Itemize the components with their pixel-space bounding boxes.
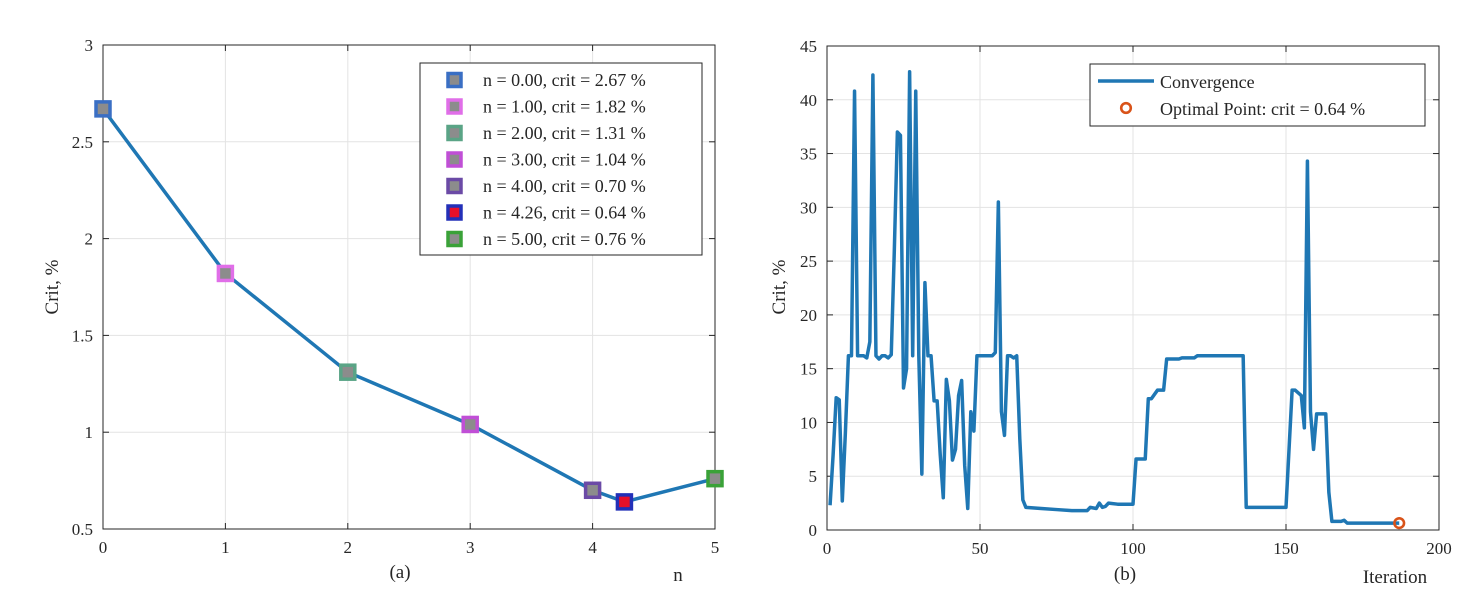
plot-a-legend-box <box>419 62 703 256</box>
legend-entry-label: n = 4.26, crit = 0.64 % <box>483 203 646 223</box>
plot-a-ticks: 0 1 2 3 4 5 0.5 1 1.5 2 2.5 3 <box>72 36 720 557</box>
plot-b-caption: (b) <box>1114 564 1136 585</box>
legend-optimal-swatch <box>1119 101 1133 115</box>
plot-b-xlabel: Iteration <box>1363 567 1428 588</box>
plot-a-markers <box>94 100 724 511</box>
legend-swatch <box>446 124 463 142</box>
plot-b-series <box>828 70 1406 530</box>
plot-b-ytick-label: 0 <box>809 521 818 540</box>
plot-b-ytick-label: 30 <box>800 198 817 217</box>
legend-entry-label: n = 5.00, crit = 0.76 % <box>483 229 646 249</box>
legend-entry-label: n = 4.00, crit = 0.70 % <box>483 176 646 196</box>
legend-swatch <box>446 71 463 89</box>
data-point-marker <box>216 264 235 283</box>
legend-swatch <box>446 230 463 248</box>
plot-b-ytick-label: 15 <box>800 360 817 379</box>
plot-a-xtick-label: 0 <box>99 538 108 557</box>
legend-swatch <box>446 177 463 195</box>
plot-b-legend: Convergence Optimal Point: crit = 0.64 % <box>1089 63 1426 127</box>
plot-a-caption: (a) <box>389 562 410 583</box>
data-point-marker <box>461 415 479 434</box>
plot-a-legend: n = 0.00, crit = 2.67 % n = 1.00, crit = … <box>419 62 703 256</box>
optimal-point-marker <box>1393 517 1406 530</box>
plot-b-ytick-label: 45 <box>800 37 817 56</box>
legend-swatch <box>446 98 463 115</box>
plot-b-xtick-label: 200 <box>1426 539 1452 558</box>
plot-b-xtick-label: 50 <box>972 539 989 558</box>
plot-a-box <box>102 44 716 530</box>
data-point-marker <box>339 363 357 381</box>
legend-entry-label: n = 1.00, crit = 1.82 % <box>483 97 646 117</box>
plot-a-xtick-label: 4 <box>588 538 597 557</box>
plot-b-xtick-label: 150 <box>1273 539 1299 558</box>
legend-swatch <box>446 151 463 168</box>
plot-b-legend-box <box>1089 63 1426 127</box>
series-line-convergence <box>828 70 1400 525</box>
plot-a-ytick-label: 1 <box>85 423 94 442</box>
plot-b-ytick-label: 20 <box>800 306 817 325</box>
plot-b-ytick-label: 25 <box>800 252 817 271</box>
legend-swatch <box>446 204 463 221</box>
plot-b-ytick-label: 10 <box>800 413 817 432</box>
plot-a-ytick-label: 2 <box>85 230 94 249</box>
legend-entry-label: n = 0.00, crit = 2.67 % <box>483 70 646 90</box>
plot-b-ytick-label: 40 <box>800 91 817 110</box>
plot-a-xlabel: n <box>673 565 683 586</box>
plot-a-xtick-label: 3 <box>466 538 475 557</box>
plot-a-ytick-label: 3 <box>85 36 94 55</box>
plot-b-ytick-label: 35 <box>800 145 817 164</box>
plot-b-ylabel: Crit, % <box>769 259 790 314</box>
legend-entry-label: n = 2.00, crit = 1.31 % <box>483 123 646 143</box>
legend-entry-label: n = 3.00, crit = 1.04 % <box>483 150 646 170</box>
data-point-marker <box>583 481 602 500</box>
plot-a-ylabel: Crit, % <box>42 259 63 314</box>
plot-a-xtick-label: 1 <box>221 538 230 557</box>
plot-b-xtick-label: 100 <box>1120 539 1146 558</box>
plot-a-xtick-label: 5 <box>711 538 720 557</box>
plot-a-legend-items: n = 0.00, crit = 2.67 % n = 1.00, crit = … <box>446 70 646 249</box>
legend-optimal-label: Optimal Point: crit = 0.64 % <box>1160 99 1365 119</box>
data-point-marker <box>706 469 724 488</box>
plot-b-ticks: 0 50 100 150 200 0 5 10 15 20 25 30 35 40 45 <box>800 37 1452 558</box>
data-point-marker <box>615 493 634 511</box>
plot-b-xtick-label: 0 <box>823 539 832 558</box>
plot-a-ytick-label: 1.5 <box>72 326 93 345</box>
data-point-marker <box>94 100 112 118</box>
panel-a: 0 1 2 3 4 5 0.5 1 1.5 2 2.5 3 Crit, % n (a) n = 0.0… <box>42 36 724 586</box>
plot-a-ytick-label: 0.5 <box>72 520 93 539</box>
plot-b-ytick-label: 5 <box>809 467 818 486</box>
panel-b: 0 50 100 150 200 0 5 10 15 20 25 30 35 40 45 Crit, % I… <box>769 37 1452 588</box>
plot-a-xtick-label: 2 <box>344 538 353 557</box>
legend-convergence-label: Convergence <box>1160 72 1255 92</box>
plot-a-ytick-label: 2.5 <box>72 133 93 152</box>
